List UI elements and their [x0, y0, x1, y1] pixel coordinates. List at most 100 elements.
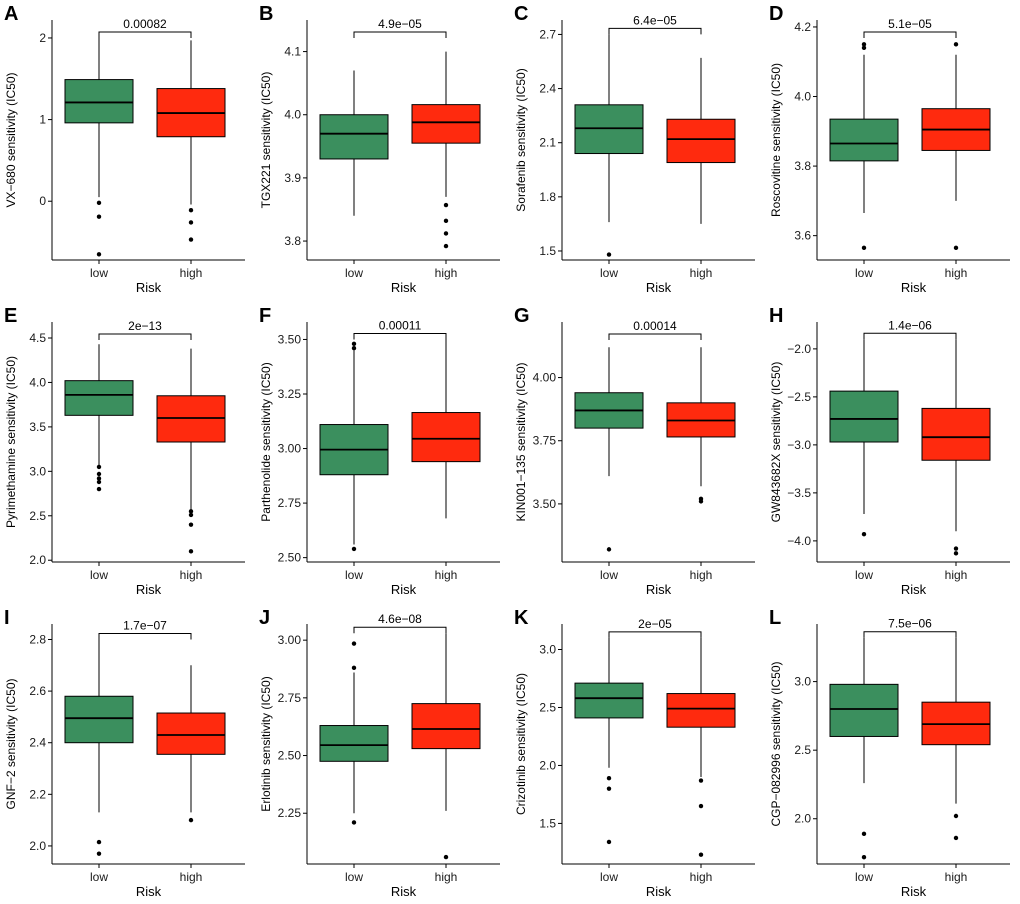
y-tick-label: 3.5	[29, 420, 46, 434]
panel-letter-h: H	[769, 305, 783, 327]
outlier-point-high	[953, 835, 959, 841]
y-tick-label: 2.0	[539, 758, 556, 772]
outlier-point-low	[351, 341, 357, 347]
panel-letter-l: L	[769, 607, 781, 629]
panel-letter-g: G	[514, 305, 530, 327]
outlier-point-low	[96, 252, 102, 257]
y-tick-label: −4.0	[787, 534, 811, 548]
x-axis-label: Risk	[391, 884, 417, 899]
y-tick-label: 2.4	[539, 82, 556, 96]
p-value-label: 6.4e−05	[633, 13, 677, 27]
y-tick-label: 2.0	[29, 839, 46, 853]
y-tick-label: −2.0	[787, 342, 811, 356]
significance-bracket	[353, 626, 447, 634]
y-tick-label: 3.0	[29, 464, 46, 478]
y-tick-label: 4.0	[284, 108, 301, 122]
p-value-label: 0.00014	[633, 319, 677, 333]
p-value-label: 2e−13	[128, 319, 162, 333]
y-tick-label: 3.0	[539, 643, 556, 657]
outlier-point-low	[606, 786, 612, 791]
y-axis-label: Sorafenib sensitivity (IC50)	[514, 68, 528, 211]
y-tick-label: 4.1	[284, 45, 301, 59]
p-value-label: 2e−05	[638, 617, 672, 631]
outlier-point-high	[953, 551, 959, 556]
outlier-point-low	[96, 464, 102, 470]
outlier-point-low	[351, 820, 357, 825]
x-tick-label-high: high	[435, 568, 458, 582]
x-axis-label: Risk	[646, 582, 672, 597]
panel-letter-a: A	[4, 3, 18, 25]
y-axis-label: Roscovitine sensitivity (IC50)	[769, 63, 783, 217]
y-tick-label: 0	[39, 194, 46, 208]
x-tick-label-high: high	[945, 870, 968, 884]
x-tick-label-high: high	[690, 568, 713, 582]
x-axis-label: Risk	[646, 884, 672, 899]
panel-k: K 1.5 2.0 2.5 3.0 low high Risk Crizotinib sensi…	[514, 607, 755, 899]
p-value-label: 4.6e−08	[378, 612, 422, 626]
y-tick-label: 2.2	[29, 787, 46, 801]
outlier-point-high	[188, 509, 194, 514]
p-value-label: 0.00082	[123, 17, 167, 31]
x-tick-label-low: low	[855, 568, 873, 582]
y-tick-label: 3.00	[278, 442, 302, 456]
outlier-point-low	[96, 476, 102, 481]
y-tick-label: 2.7	[539, 27, 556, 41]
outlier-point-high	[443, 218, 449, 224]
outlier-point-low	[96, 200, 102, 206]
outlier-point-low	[606, 839, 612, 845]
x-tick-label-low: low	[600, 870, 618, 884]
outlier-point-high	[953, 546, 959, 551]
y-tick-label: 2.75	[278, 691, 302, 705]
box-high	[411, 703, 481, 750]
y-tick-label: 2.5	[794, 743, 811, 757]
x-tick-label-high: high	[180, 266, 203, 280]
y-tick-label: 3.50	[278, 332, 302, 346]
outlier-point-low	[606, 547, 612, 552]
y-tick-label: 2.50	[278, 749, 302, 763]
y-tick-label: 3.0	[794, 675, 811, 689]
box-high	[411, 104, 481, 144]
box-low	[574, 682, 644, 719]
y-axis-label: Crizotinib sensitivity (IC50)	[514, 673, 528, 815]
x-axis-label: Risk	[136, 280, 162, 295]
y-axis-label: Parthenolide sensitivity (IC50)	[259, 362, 273, 521]
y-tick-label: 4.5	[29, 331, 46, 345]
x-tick-label-high: high	[945, 266, 968, 280]
outlier-point-low	[351, 546, 357, 552]
significance-bracket	[98, 632, 192, 640]
box-low	[574, 104, 644, 155]
y-axis-label: CGP−082996 sensitivity (IC50)	[769, 661, 783, 826]
x-axis-label: Risk	[901, 582, 927, 597]
outlier-point-low	[96, 839, 102, 845]
y-tick-label: 3.00	[278, 633, 302, 647]
outlier-point-low	[351, 641, 357, 646]
y-axis-label: TGX221 sensitivity (IC50)	[259, 72, 273, 209]
p-value-label: 0.00011	[379, 318, 422, 332]
x-tick-label-low: low	[600, 266, 618, 280]
y-tick-label: 4.2	[794, 20, 811, 34]
outlier-point-high	[698, 499, 704, 504]
x-tick-label-high: high	[435, 870, 458, 884]
outlier-point-low	[606, 252, 612, 257]
y-tick-label: 3.8	[284, 234, 301, 248]
box-high	[156, 712, 226, 755]
y-tick-label: 3.9	[284, 171, 301, 185]
significance-bracket	[353, 332, 447, 340]
y-tick-label: 4.0	[29, 375, 46, 389]
y-tick-label: 2.25	[278, 806, 302, 820]
x-tick-label-low: low	[90, 266, 108, 280]
y-tick-label: 4.00	[533, 371, 557, 385]
p-value-label: 1.7e−07	[123, 618, 167, 632]
y-axis-label: VX−680 sensitivity (IC50)	[4, 72, 18, 207]
x-tick-label-low: low	[90, 568, 108, 582]
outlier-point-high	[953, 813, 959, 819]
box-low	[64, 695, 134, 744]
p-value-label: 5.1e−05	[888, 17, 932, 31]
y-tick-label: −3.0	[787, 438, 811, 452]
box-low	[829, 118, 899, 162]
x-axis-label: Risk	[646, 280, 672, 295]
outlier-point-high	[188, 512, 194, 518]
panel-d: D 3.6 3.8 4.0 4.2 low high Risk Roscovitine sens…	[769, 3, 1010, 295]
box-high	[921, 407, 991, 461]
